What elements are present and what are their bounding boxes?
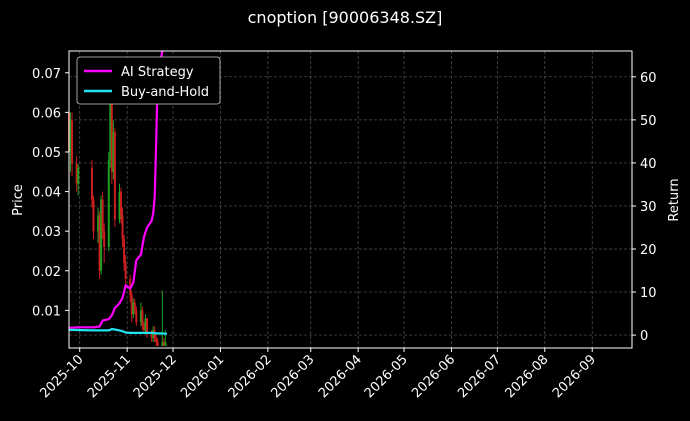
candlestick-layer (68, 84, 167, 347)
right-tick-label: 50 (640, 114, 657, 129)
left-tick-label: 0.02 (32, 265, 61, 280)
candle-body (144, 318, 147, 331)
candle-body (98, 215, 101, 271)
candle-body (135, 310, 138, 323)
legend-box (76, 56, 221, 105)
legend-label-ai-strategy: AI Strategy (121, 65, 194, 80)
ai-strategy-line (68, 50, 164, 329)
candle-body (103, 231, 106, 248)
candle-body (97, 215, 100, 232)
right-tick-label: 30 (640, 200, 657, 215)
candle-body (139, 310, 142, 323)
candle-body (110, 104, 113, 172)
left-tick-label: 0.01 (32, 304, 61, 319)
left-tick-label: 0.05 (32, 146, 61, 161)
left-axis-title: Price (11, 184, 26, 216)
right-tick-label: 0 (640, 329, 648, 344)
left-tick-label: 0.04 (32, 186, 61, 201)
left-tick-label: 0.03 (32, 225, 61, 240)
right-axis-title: Return (667, 178, 682, 221)
chart-title: cnoption [90006348.SZ] (248, 8, 443, 27)
candle-body (164, 342, 167, 347)
candle-body (77, 167, 80, 184)
candle-body (109, 104, 112, 160)
candle-body (162, 342, 165, 347)
legend-label-buy-and-hold: Buy-and-Hold (121, 85, 209, 100)
plot-frame (68, 50, 633, 349)
candle-body (121, 215, 124, 240)
right-axis-ticks: 0 10 20 30 40 50 60 (632, 71, 657, 344)
candle-body (101, 199, 104, 232)
candle-body (113, 132, 116, 220)
candle-body (141, 310, 144, 327)
candle-body (112, 132, 115, 172)
candle-body (132, 302, 135, 315)
candle-body (155, 338, 158, 343)
candle-body (120, 191, 123, 216)
right-tick-label: 60 (640, 71, 657, 86)
candle-body (146, 318, 149, 335)
left-tick-label: 0.06 (32, 106, 61, 121)
candle-body (124, 262, 127, 279)
candle-body (118, 191, 121, 220)
candle-body (100, 199, 103, 271)
legend: AI Strategy Buy-and-Hold (76, 56, 221, 105)
left-axis-ticks: 0.01 0.02 0.03 0.04 0.05 0.06 0.07 (32, 67, 69, 319)
candle-body (69, 120, 72, 152)
candle-body (123, 239, 126, 263)
grid-layer (69, 51, 632, 348)
candle-body (133, 302, 136, 311)
candle-body (142, 326, 145, 331)
candle-body (150, 334, 153, 339)
right-tick-label: 40 (640, 157, 657, 172)
candle-body (92, 199, 95, 232)
candle-body (107, 159, 110, 248)
right-tick-label: 20 (640, 243, 657, 258)
candle-body (90, 167, 93, 200)
candle-body (75, 163, 78, 184)
right-tick-label: 10 (640, 286, 657, 301)
candle-body (161, 342, 164, 347)
series-line-layer (68, 50, 167, 335)
candle-body (130, 294, 133, 315)
left-tick-label: 0.07 (32, 67, 61, 82)
candle-body (156, 342, 159, 347)
candle-body (71, 120, 74, 164)
buy-and-hold-line (68, 328, 167, 335)
